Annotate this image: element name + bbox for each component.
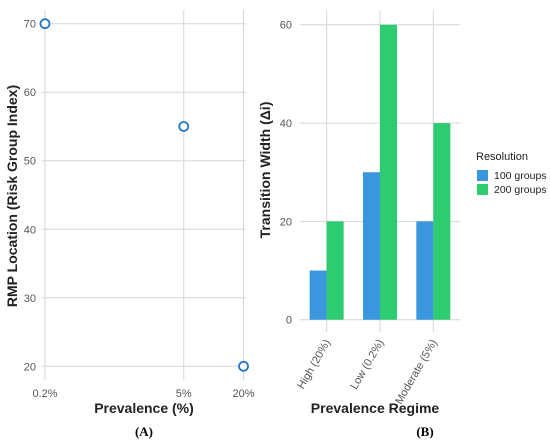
panel-b-y-tick-label: 20 — [280, 216, 292, 228]
panel-a-y-tick-label: 20 — [24, 361, 36, 373]
panel-a-x-tick-labels: 0.2% 5% 20% — [32, 388, 254, 400]
bar — [380, 24, 397, 320]
panel-b-bars — [309, 24, 451, 320]
panel-a-y-tick-label: 40 — [24, 224, 36, 236]
bar — [363, 172, 380, 320]
bar — [326, 221, 344, 320]
panel-a-y-tick-labels: 20 30 40 50 60 70 — [24, 19, 36, 374]
panel-b-x-axis-title: Prevalence Regime — [311, 400, 440, 416]
bar — [433, 123, 451, 320]
panel-b-x-tick-label: Moderate (5%) — [393, 338, 440, 407]
panel-a-points — [39, 18, 249, 372]
panel-b-x-tick-labels: High (20%) Low (0.2%) Moderate (5%) — [295, 338, 440, 407]
bar — [309, 270, 327, 320]
panel-b-legend: Resolution 100 groups 200 groups — [476, 151, 547, 196]
panel-a-y-tick-label: 60 — [24, 87, 36, 99]
scatter-point — [39, 18, 51, 30]
legend-entry: 100 groups — [494, 170, 547, 182]
panel-a-y-tick-label: 30 — [24, 293, 36, 305]
scatter-point — [178, 121, 190, 132]
panel-b-label: (B) — [416, 424, 433, 439]
panel-b-y-tick-labels: 0 20 40 60 — [280, 20, 292, 327]
panel-a-y-tick-label: 50 — [24, 156, 36, 168]
bar — [416, 221, 434, 320]
panel-b-y-tick-label: 40 — [280, 118, 292, 130]
panel-b-x-tick-label: High (20%) — [295, 338, 333, 392]
legend-swatch — [477, 170, 488, 181]
legend-title: Resolution — [476, 151, 528, 163]
scatter-point — [238, 360, 249, 372]
panel-b-x-tick-label: Low (0.2%) — [348, 338, 386, 392]
panel-a-y-axis-title: RMP Location (Risk Group Index) — [4, 85, 20, 307]
panel-b-y-tick-label: 0 — [286, 315, 292, 327]
panel-a-gridlines — [42, 10, 246, 380]
panel-a-y-tick-label: 70 — [24, 19, 36, 31]
panel-a-x-tick-label: 20% — [233, 388, 255, 400]
panel-b-y-axis-title: Transition Width (Δi) — [257, 102, 273, 239]
panel-a-x-tick-label: 0.2% — [32, 388, 57, 400]
panel-a-label: (A) — [135, 424, 153, 439]
panel-a-x-tick-label: 5% — [176, 388, 192, 400]
panel-b-y-tick-label: 60 — [280, 20, 292, 32]
panel-b-bar-chart: 0 20 40 60 High (20%) Low (0.2%) Moderate (5%… — [257, 10, 547, 439]
legend-entry: 200 groups — [494, 184, 547, 196]
legend-swatch — [477, 184, 488, 195]
panel-a-scatter: 20 30 40 50 60 70 0.2% 5% 20% Prevalence (%) RM… — [4, 10, 255, 439]
panel-a-x-axis-title: Prevalence (%) — [94, 400, 194, 416]
